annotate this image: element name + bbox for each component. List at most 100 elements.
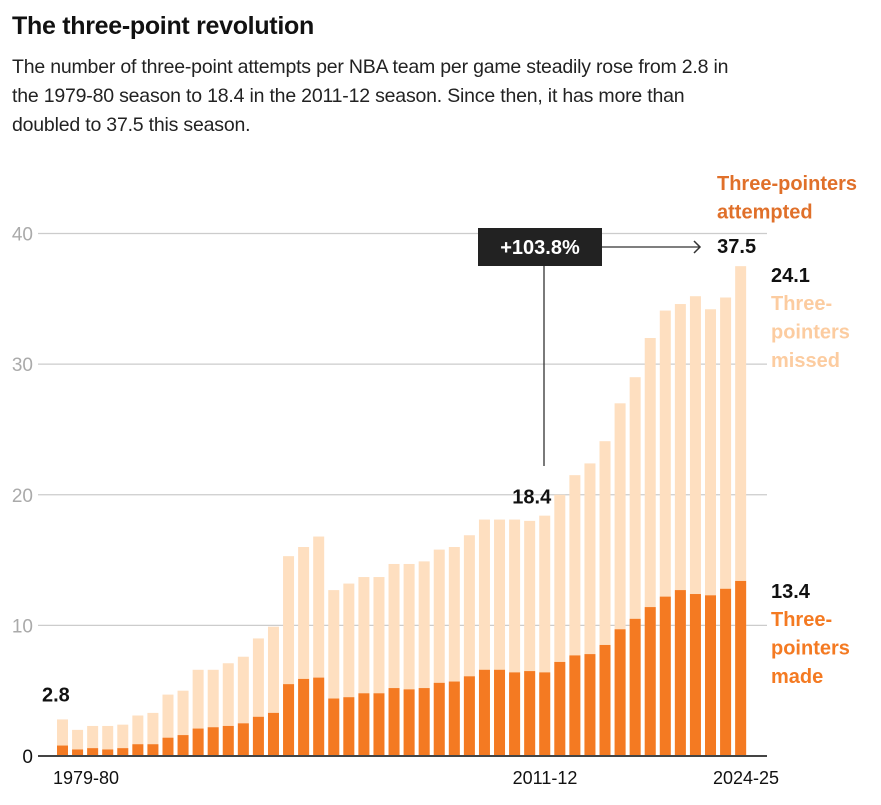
bar-made <box>705 595 717 756</box>
bar-made <box>343 697 355 756</box>
bar-missed <box>403 563 415 756</box>
bar-made <box>674 590 686 756</box>
bar-made <box>388 688 400 756</box>
bar-missed <box>448 547 460 756</box>
chart-subtitle: The number of three-point attempts per N… <box>12 56 729 136</box>
bar-missed <box>328 590 340 756</box>
bar-made <box>267 712 279 756</box>
bar-missed <box>494 519 506 756</box>
bar-missed <box>237 656 249 756</box>
bars <box>57 266 747 756</box>
bar-made <box>524 671 536 756</box>
bar-made <box>418 688 430 756</box>
y-tick-label: 0 <box>22 747 33 768</box>
bar-made <box>373 693 385 756</box>
bar-missed <box>207 669 219 756</box>
chart-title: The three-point revolution <box>12 12 314 40</box>
bar-made <box>720 588 732 756</box>
bar-made <box>358 693 370 756</box>
bar-made <box>298 678 310 756</box>
bar-missed <box>599 441 611 756</box>
bar-made <box>614 629 626 756</box>
bar-made <box>448 681 460 756</box>
bar-missed <box>87 725 99 756</box>
bar-missed <box>177 690 189 756</box>
bar-made <box>192 728 204 756</box>
bar-missed <box>735 266 747 756</box>
bar-made <box>57 745 68 756</box>
bar-missed <box>433 549 445 756</box>
bar-made <box>478 669 490 756</box>
bar-missed <box>343 583 355 756</box>
bar-missed <box>283 556 295 756</box>
bar-made <box>237 723 249 756</box>
bar-made <box>644 607 656 756</box>
bar-missed <box>584 463 596 756</box>
legend-attempted-line: attempted <box>717 202 813 224</box>
arrow-right-icon <box>693 240 702 254</box>
bar-made <box>147 744 159 756</box>
bar-missed <box>313 536 325 756</box>
bar-missed <box>373 577 385 756</box>
legend-made: Three- pointers made <box>771 609 855 688</box>
bar-missed <box>117 724 129 756</box>
callout-percent-label: +103.8% <box>500 237 580 259</box>
bar-missed <box>720 297 732 756</box>
bar-made <box>629 618 641 756</box>
bar-made <box>207 727 219 756</box>
bar-made <box>584 654 596 756</box>
bar-made <box>509 672 521 756</box>
legend-missed: Three- pointers missed <box>771 293 855 372</box>
x-tick-label: 2011-12 <box>513 768 578 788</box>
bar-missed <box>539 515 551 756</box>
x-tick-label: 2024-25 <box>713 768 779 788</box>
legend-made-line: made <box>771 666 823 688</box>
bar-missed <box>298 547 310 756</box>
bar-made <box>313 677 325 756</box>
bar-missed <box>554 494 566 756</box>
bar-missed <box>222 663 234 756</box>
bar-missed <box>132 715 144 756</box>
legend-missed-line: pointers <box>771 322 850 344</box>
bar-missed <box>524 520 536 756</box>
y-tick-label: 10 <box>12 616 33 637</box>
bar-missed <box>569 475 581 756</box>
bar-missed <box>162 694 174 756</box>
bar-missed <box>674 304 686 756</box>
bar-made <box>554 661 566 756</box>
bar-missed <box>689 296 701 756</box>
bar-missed <box>57 719 68 756</box>
legend-made-line: pointers <box>771 638 850 660</box>
bar-missed <box>463 535 475 756</box>
bar-missed <box>644 338 656 756</box>
last-attempted-value-label: 37.5 <box>717 236 756 258</box>
change-callout: +103.8% <box>478 228 702 466</box>
y-axis-ticks: 0 10 20 30 40 <box>12 225 33 769</box>
bar-missed <box>388 563 400 756</box>
bar-missed <box>659 310 671 756</box>
bar-made <box>162 737 174 756</box>
bar-missed <box>102 725 114 756</box>
bar-made <box>403 689 415 756</box>
y-tick-label: 40 <box>12 225 33 246</box>
mid-value-label: 18.4 <box>512 487 552 509</box>
bar-made <box>117 748 129 756</box>
bar-made <box>72 749 84 756</box>
bar-made <box>222 725 234 756</box>
bar-made <box>569 655 581 756</box>
last-made-value-label: 13.4 <box>771 581 811 603</box>
bar-made <box>283 684 295 756</box>
bar-made <box>177 735 189 756</box>
legend-attempted-line: Three-pointers <box>717 173 857 195</box>
bar-missed <box>192 669 204 756</box>
legend-missed-line: Three- <box>771 293 832 315</box>
bar-made <box>539 672 551 756</box>
bar-made <box>433 682 445 756</box>
bar-made <box>132 744 144 756</box>
y-tick-label: 30 <box>12 355 33 376</box>
bar-missed <box>252 638 264 756</box>
legend-missed-line: missed <box>771 350 840 372</box>
callout-box <box>478 228 602 266</box>
bar-missed <box>147 712 159 756</box>
